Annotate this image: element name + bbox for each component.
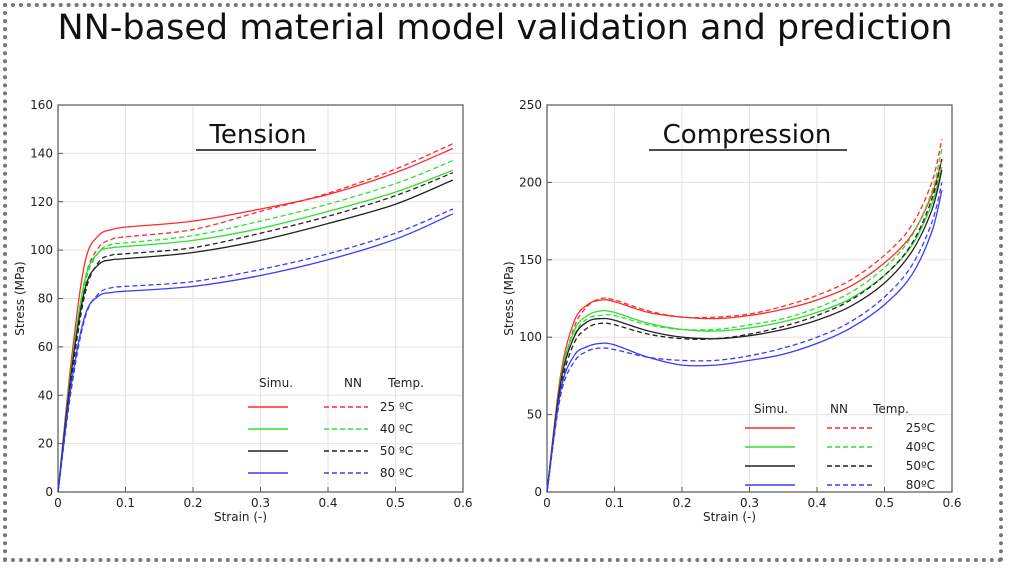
compression-x-tick-label: 0.2 <box>672 496 691 510</box>
compression-y-tick-label: 100 <box>519 330 542 344</box>
tension-y-tick-label: 100 <box>30 243 53 257</box>
compression-y-axis-label: Stress (MPa) <box>502 261 516 335</box>
tension-y-tick-label: 80 <box>38 292 53 306</box>
tension-y-tick-label: 160 <box>30 98 53 112</box>
compression-y-tick-label: 250 <box>519 98 542 112</box>
tension-x-tick-label: 0.1 <box>116 496 135 510</box>
compression-x-tick-label: 0.5 <box>875 496 894 510</box>
tension-y-tick-label: 40 <box>38 388 53 402</box>
compression-series-80c-simu <box>546 189 943 493</box>
compression-series-25c-nn <box>546 138 943 493</box>
compression-legend-header: NN <box>830 402 848 416</box>
compression-x-tick-label: 0.1 <box>605 496 624 510</box>
tension-y-tick-label: 120 <box>30 195 53 209</box>
compression-series-25c-simu <box>546 159 943 493</box>
tension-series-25c-simu <box>57 147 454 493</box>
tension-chart-title: Tension <box>208 120 306 150</box>
tension-series-80c-simu <box>57 213 454 493</box>
tension-x-tick-label: 0.5 <box>386 496 405 510</box>
compression-y-tick-label: 50 <box>527 408 542 422</box>
tension-x-tick-label: 0.3 <box>251 496 270 510</box>
compression-series-40c-nn <box>546 148 943 493</box>
tension-series-80c-nn <box>57 208 454 493</box>
tension-x-axis-label: Strain (-) <box>214 510 267 524</box>
compression-series-40c-simu <box>546 166 943 493</box>
tension-series-40c-simu <box>57 169 454 493</box>
compression-chart-title: Compression <box>663 120 832 150</box>
tension-y-axis-label: Stress (MPa) <box>13 261 27 335</box>
compression-legend-label-50: 50ºC <box>906 459 935 473</box>
compression-series-50c-simu <box>546 169 943 493</box>
compression-x-tick-label: 0.4 <box>807 496 826 510</box>
tension-y-tick-label: 60 <box>38 340 53 354</box>
compression-x-tick-label: 0.3 <box>740 496 759 510</box>
tension-x-tick-label: 0.2 <box>183 496 202 510</box>
page-title: NN-based material model validation and p… <box>57 8 953 48</box>
compression-series-50c-nn <box>546 159 943 493</box>
compression-x-tick-label: 0 <box>543 496 551 510</box>
tension-y-tick-label: 140 <box>30 146 53 160</box>
compression-legend-header: Temp. <box>872 402 909 416</box>
compression-y-tick-label: 150 <box>519 253 542 267</box>
tension-y-tick-label: 20 <box>38 437 53 451</box>
tension-x-tick-label: 0 <box>54 496 62 510</box>
tension-legend-label-80: 80 ºC <box>380 466 413 480</box>
compression-legend-label-80: 80ºC <box>906 478 935 492</box>
compression-legend-label-25: 25ºC <box>906 421 935 435</box>
compression-y-tick-label: 0 <box>534 485 542 499</box>
compression-legend-header: Simu. <box>754 402 788 416</box>
tension-series-50c-nn <box>57 172 454 493</box>
tension-legend-label-40: 40 ºC <box>380 422 413 436</box>
tension-y-tick-label: 0 <box>45 485 53 499</box>
tension-legend-header: NN <box>344 376 362 390</box>
tension-x-tick-label: 0.6 <box>453 496 472 510</box>
tension-legend-header: Temp. <box>387 376 424 390</box>
tension-x-tick-label: 0.4 <box>318 496 337 510</box>
tension-chart: 0 0.1 0.2 0.3 0.4 0.5 0.6 0 20 40 60 80 100 120 140 160… <box>13 98 473 524</box>
tension-legend-label-25: 25 ºC <box>380 400 413 414</box>
compression-x-tick-label: 0.6 <box>942 496 961 510</box>
compression-legend-label-40: 40ºC <box>906 440 935 454</box>
tension-legend-label-50: 50 ºC <box>380 444 413 458</box>
dotted-frame <box>3 3 1003 562</box>
compression-chart: 0 0.1 0.2 0.3 0.4 0.5 0.6 0 50 100 150 200 250 Strain… <box>502 98 962 524</box>
compression-x-axis-label: Strain (-) <box>703 510 756 524</box>
compression-series-80c-nn <box>546 182 943 493</box>
tension-series-50c-simu <box>57 179 454 493</box>
compression-y-tick-label: 200 <box>519 175 542 189</box>
tension-legend-header: Simu. <box>259 376 293 390</box>
